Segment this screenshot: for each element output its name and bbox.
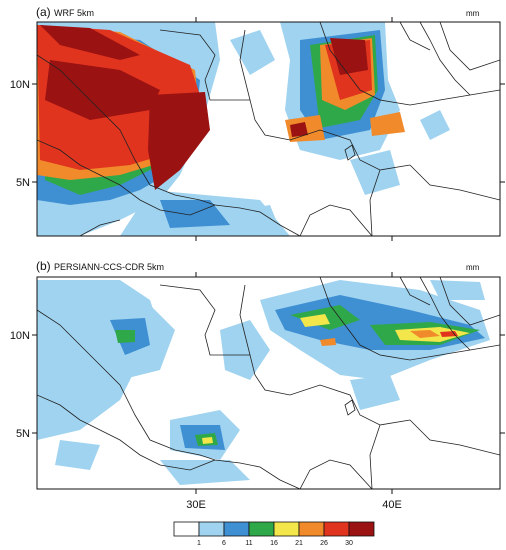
panel-b-rain-orange (320, 330, 440, 346)
panel-b-borders (37, 277, 500, 489)
colorbar: 1 6 11 16 21 26 30 (173, 521, 375, 547)
panel-b-ytick-10n: 10N (10, 330, 30, 342)
colorbar-swatch (173, 521, 200, 537)
panel-a: (a) WRF 5km mm (10, 5, 505, 241)
colorbar-swatch (298, 521, 325, 537)
panel-a-borders (37, 22, 500, 236)
panel-b: (b) PERSIANN-CCS-CDR 5km mm (10, 259, 505, 511)
panel-b-ytick-5n: 5N (16, 428, 30, 440)
colorbar-label: 16 (270, 540, 278, 547)
panel-b-ticks (32, 272, 505, 494)
panel-a-label: (a) (36, 5, 51, 19)
panel-a-ticks (32, 17, 505, 241)
panel-b-coastline (419, 277, 471, 351)
colorbar-label: 1 (197, 540, 201, 547)
panel-b-label: (b) (36, 259, 51, 273)
panel-b-units: mm (466, 263, 480, 272)
panel-a-coastline (419, 22, 471, 96)
colorbar-label: 30 (345, 540, 353, 547)
colorbar-swatch (248, 521, 275, 537)
panel-a-ytick-10n: 10N (10, 79, 30, 91)
panel-a-frame (36, 21, 501, 237)
colorbar-swatch (198, 521, 225, 537)
panel-a-map (37, 22, 500, 236)
panel-a-title: WRF 5km (54, 8, 94, 18)
panel-b-xtick-40e: 40E (382, 499, 402, 511)
colorbar-label: 11 (245, 540, 252, 547)
panel-b-xtick-30e: 30E (186, 499, 206, 511)
colorbar-swatch (223, 521, 250, 537)
panel-a-rain-darkred (40, 25, 368, 190)
panel-b-rain-red (440, 331, 458, 337)
colorbar-label: 21 (295, 540, 303, 547)
colorbar-label: 26 (320, 540, 328, 547)
colorbar-swatch (348, 521, 375, 537)
panel-a-units: mm (466, 9, 480, 18)
panel-b-frame (36, 276, 501, 490)
colorbar-swatch (273, 521, 300, 537)
colorbar-label: 6 (222, 540, 226, 547)
panel-a-ytick-5n: 5N (16, 177, 30, 189)
panel-b-title: PERSIANN-CCS-CDR 5km (54, 262, 164, 272)
panel-b-map (37, 277, 500, 489)
colorbar-swatch (323, 521, 350, 537)
